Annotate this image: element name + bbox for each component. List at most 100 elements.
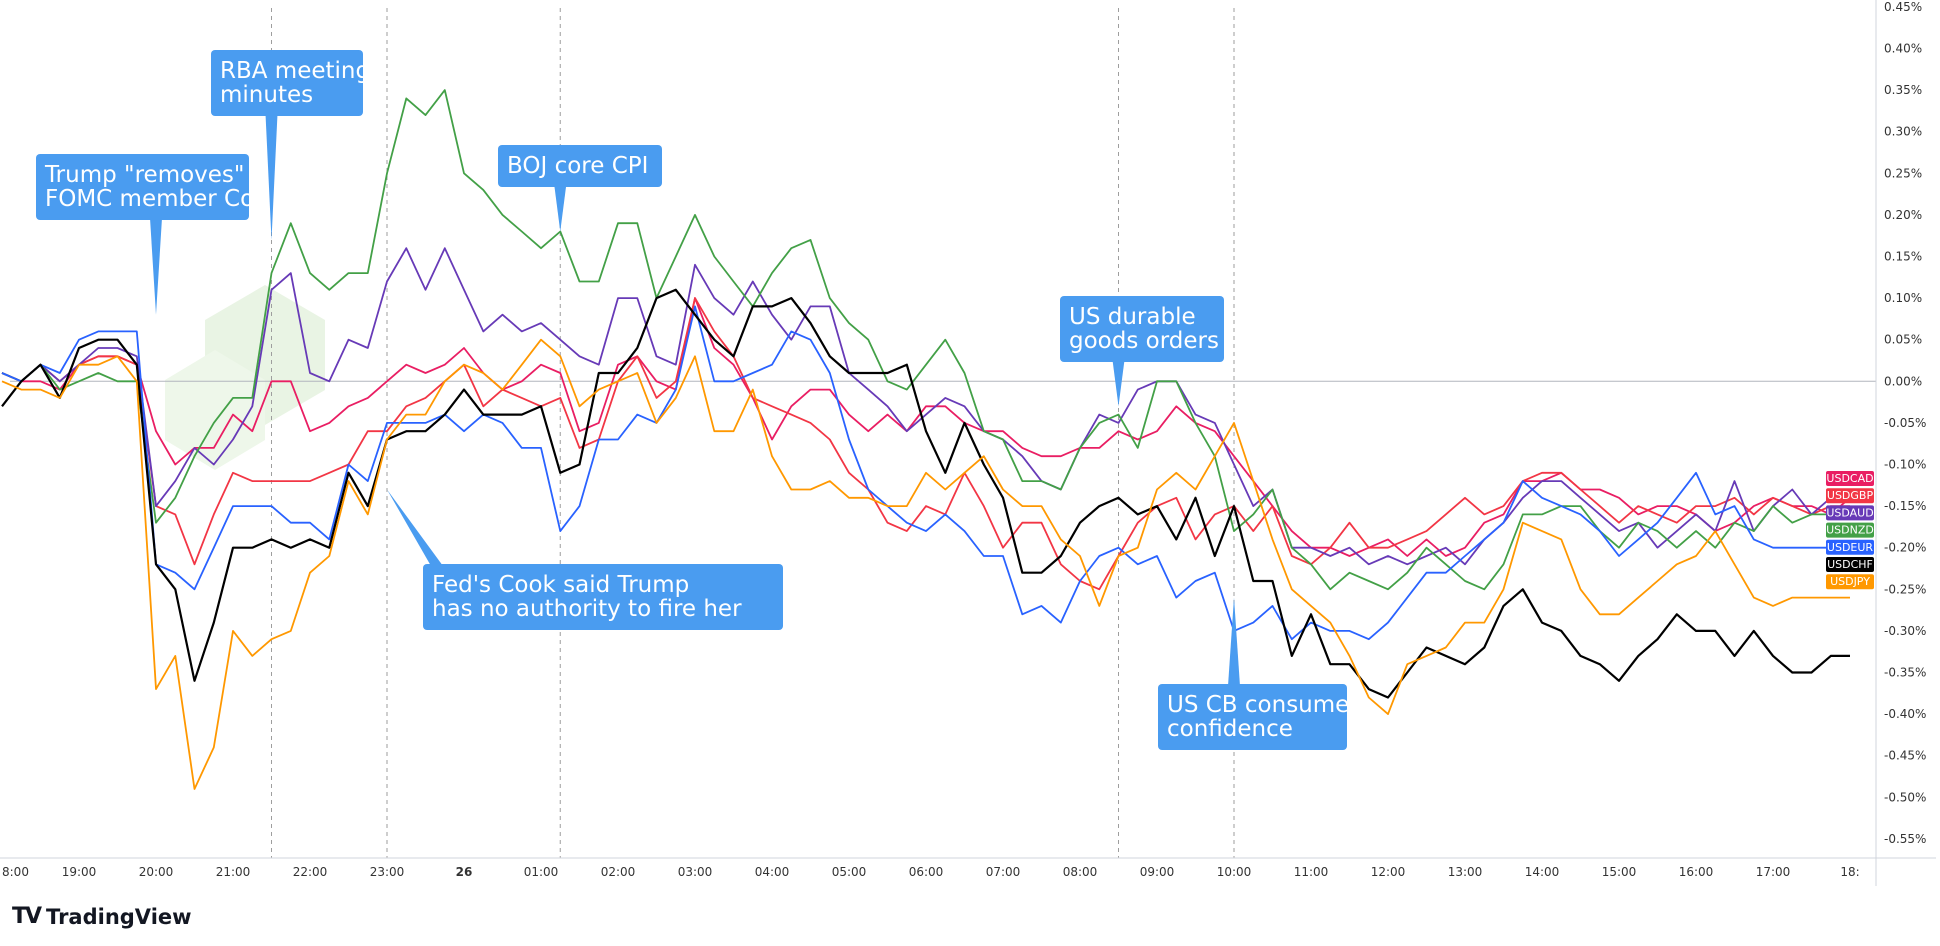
series-line-usdgbp — [1, 297, 1850, 591]
brand-name: TradingView — [46, 904, 192, 929]
babypips-watermark — [165, 285, 325, 470]
legend-badge-label: USDAUD — [1826, 506, 1873, 519]
y-tick-label: -0.50% — [1884, 790, 1926, 804]
legend-badge-bg — [1826, 574, 1874, 590]
x-tick-label: 02:00 — [601, 865, 636, 879]
callout-2: BOJ core CPI — [498, 145, 662, 232]
x-tick-label: 15:00 — [1602, 865, 1637, 879]
x-tick-label: 19:00 — [62, 865, 97, 879]
callout-text-1-1: minutes — [220, 82, 313, 108]
callout-pointer-2 — [554, 185, 567, 232]
callout-text-0-0: Trump "removes" — [44, 162, 245, 188]
x-tick-label: 18: — [1840, 865, 1859, 879]
legend-badge-bg — [1826, 488, 1874, 504]
y-tick-label: 0.35% — [1884, 83, 1922, 97]
callout-box-2 — [498, 145, 662, 187]
x-tick-label: 07:00 — [986, 865, 1021, 879]
tradingview-logo-icon: TV — [12, 904, 42, 929]
x-tick-label: 10:00 — [1217, 865, 1252, 879]
y-tick-label: 0.00% — [1884, 374, 1922, 388]
x-tick-label: 21:00 — [216, 865, 251, 879]
x-tick-label: 06:00 — [909, 865, 944, 879]
legend-badge-label: USDEUR — [1827, 541, 1874, 554]
y-tick-label: -0.10% — [1884, 458, 1926, 472]
x-tick-label: 08:00 — [1063, 865, 1098, 879]
y-tick-label: 0.15% — [1884, 250, 1922, 264]
y-tick-label: -0.40% — [1884, 707, 1926, 721]
legend-badge-label: USDCAD — [1826, 472, 1873, 485]
legend-badge-usdaud: USDAUD — [1826, 505, 1874, 521]
x-tick-label: 09:00 — [1140, 865, 1175, 879]
series-line-usdjpy — [1, 338, 1850, 790]
legend-badge-label: USDGBP — [1827, 489, 1874, 502]
x-tick-label: 05:00 — [832, 865, 867, 879]
x-tick-label: 22:00 — [293, 865, 328, 879]
y-tick-label: 0.30% — [1884, 125, 1922, 139]
callout-pointer-0 — [150, 218, 162, 315]
callout-text-4-0: US durable — [1069, 304, 1196, 330]
callout-text-5-0: US CB consumer — [1167, 692, 1359, 718]
y-tick-label: -0.55% — [1884, 832, 1926, 846]
y-tick-label: -0.45% — [1884, 749, 1926, 763]
callout-pointer-5 — [1228, 597, 1240, 686]
series-line-usdnzd — [1, 89, 1850, 591]
callout-text-1-0: RBA meeting — [220, 58, 370, 84]
x-tick-label: 14:00 — [1525, 865, 1560, 879]
callout-box-1 — [211, 50, 363, 116]
axes: 0.45% 0.40% 0.35% 0.30% 0.25% 0.20% 0.15% 0.10%… — [0, 0, 1936, 886]
event-lines — [271, 8, 1235, 858]
callout-pointer-4 — [1112, 360, 1125, 407]
callout-text-4-1: goods orders — [1069, 328, 1219, 354]
callout-box-3 — [423, 564, 783, 630]
legend-badge-label: USDJPY — [1830, 575, 1870, 588]
legend-badge-usdcad: USDCAD — [1826, 471, 1874, 486]
callout-pointer-3 — [387, 489, 443, 566]
y-tick-label: 0.10% — [1884, 291, 1922, 305]
y-tick-label: -0.20% — [1884, 541, 1926, 555]
callout-box-4 — [1060, 296, 1224, 362]
y-tick-label: -0.30% — [1884, 624, 1926, 638]
legend-badge-bg — [1826, 471, 1874, 486]
x-tick-label: 12:00 — [1371, 865, 1406, 879]
callout-text-0-1: FOMC member Cook — [45, 186, 282, 212]
y-tick-label: 0.20% — [1884, 208, 1922, 222]
y-tick-label: 0.45% — [1884, 0, 1922, 14]
callout-box-0 — [36, 154, 249, 220]
callout-box-5 — [1158, 684, 1347, 750]
callout-text-3-0: Fed's Cook said Trump — [432, 572, 689, 598]
series-line-usdaud — [1, 247, 1850, 566]
y-tick-label: 0.40% — [1884, 42, 1922, 56]
legend-badge-label: USDCHF — [1827, 558, 1873, 571]
x-tick-label: 03:00 — [678, 865, 713, 879]
x-tick-label: 16:00 — [1679, 865, 1714, 879]
y-tick-label: -0.05% — [1884, 416, 1926, 430]
legend-badge-usdchf: USDCHF — [1826, 557, 1874, 572]
x-tick-label: 01:00 — [524, 865, 559, 879]
callout-0: Trump "removes"FOMC member Cook — [36, 154, 282, 315]
series-lines — [1, 89, 1851, 790]
x-tick-label: 11:00 — [1294, 865, 1329, 879]
callouts: Trump "removes"FOMC member Cook RBA meeti… — [36, 50, 1359, 750]
x-tick-label: 20:00 — [139, 865, 174, 879]
legend-badge-bg — [1826, 539, 1874, 555]
legend-badge-usdjpy: USDJPY — [1826, 574, 1874, 590]
tradingview-brand[interactable]: TV TradingView — [12, 904, 192, 929]
y-tick-label: -0.15% — [1884, 499, 1926, 513]
x-tick-label: 04:00 — [755, 865, 790, 879]
callout-text-5-1: confidence — [1167, 716, 1293, 742]
x-tick-label: 8:00 — [2, 865, 29, 879]
legend-badge-usdeur: USDEUR — [1826, 539, 1874, 555]
y-tick-label: 0.05% — [1884, 333, 1922, 347]
watermark-hex-icon — [165, 350, 265, 470]
callout-text-2-0: BOJ core CPI — [507, 153, 648, 179]
legend-badge-usdgbp: USDGBP — [1826, 488, 1874, 504]
callout-pointer-1 — [265, 114, 278, 240]
y-tick-label: -0.35% — [1884, 666, 1926, 680]
legend-badge-bg — [1826, 505, 1874, 521]
x-tick-label: 13:00 — [1448, 865, 1483, 879]
x-tick-label: 26 — [456, 865, 473, 879]
